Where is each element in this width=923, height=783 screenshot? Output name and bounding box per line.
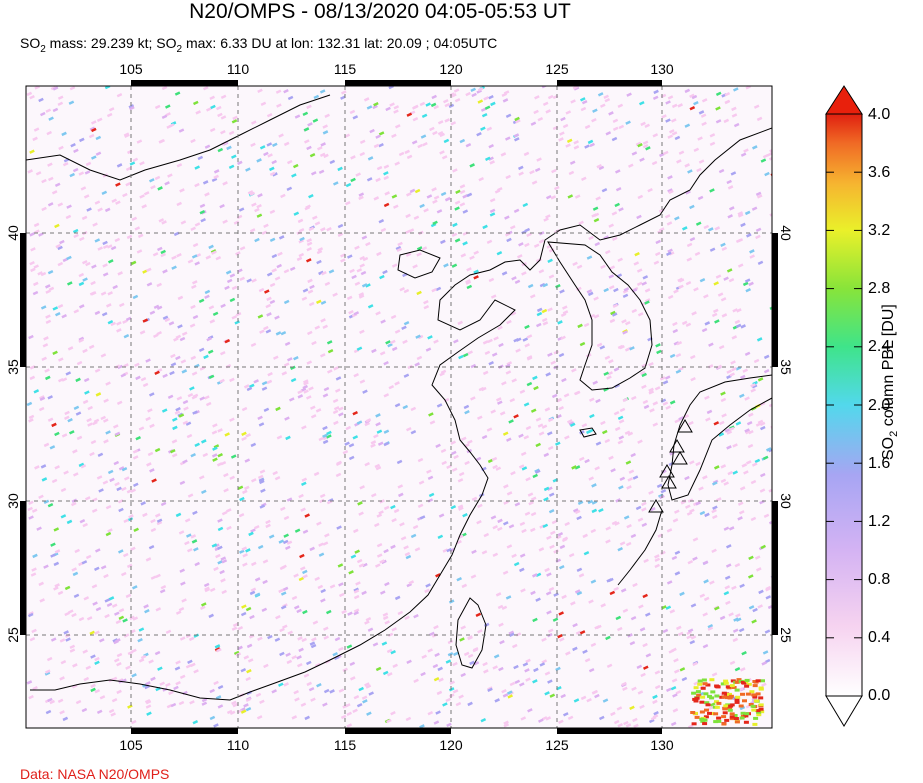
colorbar-tick-label: 4.0 <box>868 106 891 123</box>
colorbar-tick-label: 2.8 <box>868 280 891 297</box>
lat-left-label: 25 <box>5 627 21 643</box>
lat-right-label: 35 <box>778 359 794 375</box>
colorbar-tick-label: 0.0 <box>868 687 891 704</box>
coastline-korea <box>547 241 653 391</box>
lat-right-label: 25 <box>778 627 794 643</box>
volcano-markers <box>648 419 693 513</box>
volcano-icon <box>661 475 677 489</box>
lat-right-label: 40 <box>778 225 794 241</box>
volcano-icon <box>677 419 693 433</box>
colorbar-tick-label: 2.4 <box>868 338 891 355</box>
volcano-icon <box>648 499 664 513</box>
lon-bottom-label: 130 <box>650 737 674 753</box>
coastline-russia-north <box>26 94 331 181</box>
lat-left-label: 35 <box>5 359 21 375</box>
lon-top-label: 125 <box>545 61 569 77</box>
lon-top-label: 115 <box>334 61 357 77</box>
lon-labels: 105 110 115 120 125 130 105 110 115 120 … <box>119 61 674 753</box>
so2-summary: SO2 mass: 29.239 kt; SO2 max: 6.33 DU at… <box>20 35 498 55</box>
lon-top-label: 105 <box>119 61 143 77</box>
coastline-jeju <box>579 427 597 438</box>
lon-top-label: 130 <box>650 61 674 77</box>
data-credit: Data: NASA N20/OMPS <box>20 766 170 782</box>
volcano-icon <box>672 451 688 465</box>
lat-right-label: 30 <box>778 493 794 509</box>
colorbar-max-arrow <box>825 85 863 115</box>
lon-bottom-label: 125 <box>545 737 569 753</box>
lon-bottom-label: 110 <box>227 737 250 753</box>
map-background <box>26 86 772 728</box>
colorbar-tick-label: 3.6 <box>868 164 891 181</box>
colorbar-tick-label: 2.0 <box>868 397 891 414</box>
axis-frame-bars <box>20 80 778 734</box>
coastline-japan <box>667 374 772 501</box>
coastline-taiwan <box>455 597 487 669</box>
colorbar-min-arrow <box>825 695 863 727</box>
lat-left-label: 40 <box>5 225 21 241</box>
lon-top-label: 120 <box>439 61 463 77</box>
lon-bottom-label: 115 <box>334 737 357 753</box>
lon-top-label: 110 <box>227 61 250 77</box>
volcano-icon <box>669 439 685 453</box>
map-title: N20/OMPS - 08/13/2020 04:05-05:53 UT <box>189 0 571 23</box>
colorbar-title: SO2 column PBL [DU] <box>880 304 901 460</box>
volcano-icon <box>659 464 675 478</box>
colorbar-tick-label: 0.4 <box>868 629 891 646</box>
colorbar-tick-label: 1.6 <box>868 455 891 472</box>
lat-labels: 40 35 30 25 40 35 30 25 <box>5 225 794 643</box>
colorbar-tick-label: 0.8 <box>868 571 891 588</box>
lon-bottom-label: 105 <box>119 737 143 753</box>
coastline-ryukyu <box>617 509 663 586</box>
lat-left-label: 30 <box>5 493 21 509</box>
coastline-bohai <box>397 249 441 279</box>
colorbar-tick-label: 3.2 <box>868 222 891 239</box>
graticule <box>26 86 772 728</box>
colorbar-tick-label: 1.2 <box>868 513 891 530</box>
so2-pixels <box>26 86 772 728</box>
lon-bottom-label: 120 <box>439 737 463 753</box>
colorbar <box>825 85 863 727</box>
